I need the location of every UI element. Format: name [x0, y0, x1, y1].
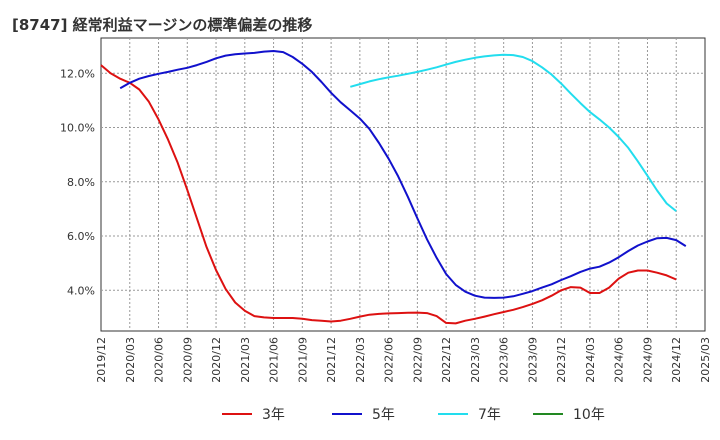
series-line-2: [350, 53, 677, 212]
y-tick-label: 8.0%: [67, 176, 95, 189]
x-tick-label: 2022/09: [411, 337, 424, 383]
x-tick-label: 2022/12: [440, 337, 453, 383]
x-tick-label: 2024/06: [613, 337, 626, 383]
x-tick-label: 2022/06: [383, 337, 396, 383]
x-tick-label: 2023/09: [526, 337, 539, 383]
x-tick-label: 2021/12: [325, 337, 338, 383]
x-tick-label: 2022/03: [354, 337, 367, 383]
x-tick-label: 2021/03: [239, 337, 252, 383]
legend-label-1: 5年: [372, 407, 395, 423]
x-tick-label: 2019/12: [95, 337, 108, 383]
x-tick-label: 2023/12: [555, 337, 568, 383]
x-tick-label: 2024/03: [584, 337, 597, 383]
x-tick-label: 2020/03: [124, 337, 137, 383]
legend-label-3: 10年: [573, 407, 605, 423]
x-tick-label: 2023/06: [498, 337, 511, 383]
x-tick-label: 2020/12: [210, 337, 223, 383]
chart-title: [8747] 経常利益マージンの標準偏差の推移: [12, 16, 313, 34]
x-tick-label: 2023/03: [469, 337, 482, 383]
series-line-0: [100, 64, 677, 325]
plot-frame: [100, 37, 706, 332]
legend-label-2: 7年: [478, 407, 501, 423]
x-tick-label: 2024/12: [670, 337, 683, 383]
x-tick-label: 2020/06: [153, 337, 166, 383]
y-tick-label: 10.0%: [60, 122, 95, 135]
y-tick-label: 12.0%: [60, 67, 95, 80]
series-line-1: [119, 50, 687, 299]
legend-label-0: 3年: [262, 407, 285, 423]
x-tick-label: 2024/09: [641, 337, 654, 383]
y-tick-label: 4.0%: [67, 284, 95, 297]
x-tick-label: 2020/09: [181, 337, 194, 383]
x-tick-label: 2021/09: [296, 337, 309, 383]
x-tick-label: 2021/06: [268, 337, 281, 383]
y-tick-label: 6.0%: [67, 230, 95, 243]
x-tick-label: 2025/03: [699, 337, 712, 383]
